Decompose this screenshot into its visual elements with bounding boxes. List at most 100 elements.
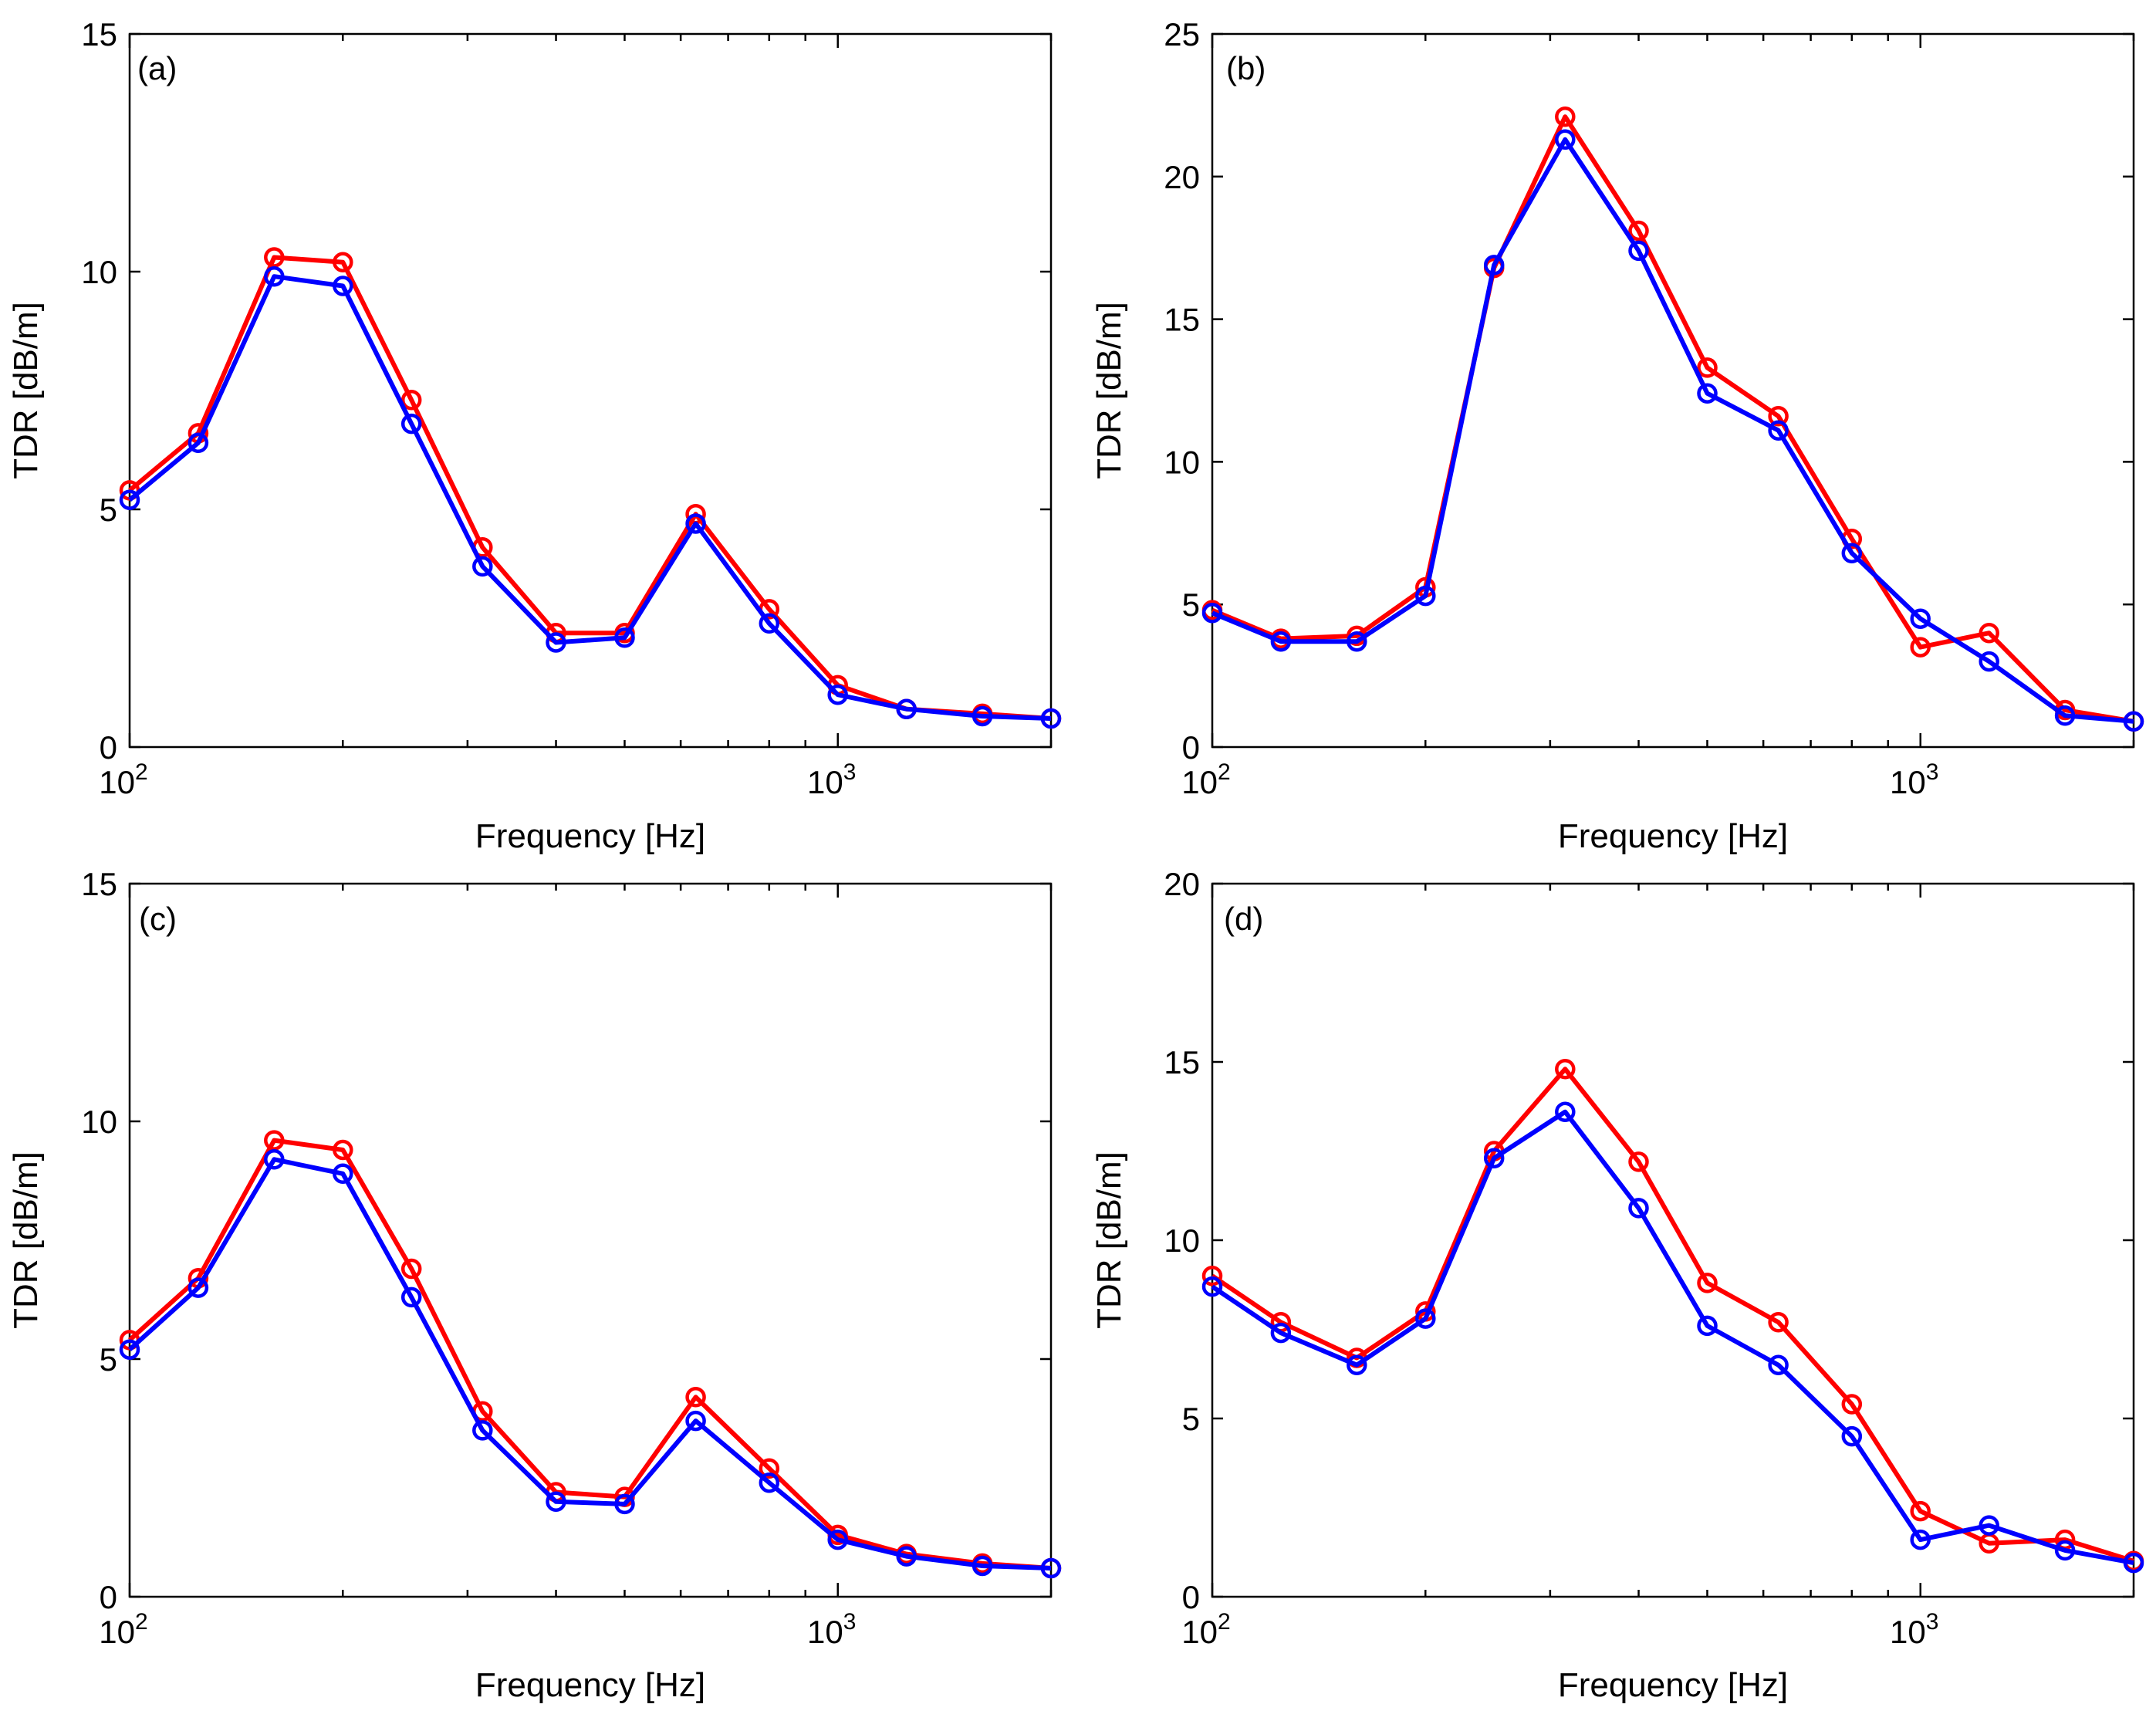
data-point-blue bbox=[1628, 240, 1649, 262]
x-tick-base: 10 bbox=[99, 1614, 135, 1650]
x-tick-label: 103 bbox=[1890, 759, 1938, 800]
series-line-blue bbox=[1211, 137, 2134, 724]
y-tick-label: 15 bbox=[1164, 302, 1200, 338]
y-tick-label: 20 bbox=[1164, 866, 1200, 902]
axes-frame bbox=[128, 32, 1053, 749]
series-line-red bbox=[1211, 1067, 2134, 1564]
x-tick-label: 103 bbox=[807, 759, 856, 800]
data-point-red bbox=[1910, 637, 1931, 658]
data-point-red bbox=[1768, 406, 1789, 427]
data-point-blue bbox=[1415, 1308, 1436, 1329]
x-tick-exponent: 3 bbox=[843, 1609, 857, 1635]
y-tick-label: 20 bbox=[1164, 159, 1200, 195]
y-tick-label: 25 bbox=[1164, 16, 1200, 52]
data-point-blue bbox=[1697, 1315, 1718, 1337]
data-point-blue bbox=[119, 489, 140, 510]
data-point-blue bbox=[472, 556, 493, 577]
series-line-blue bbox=[1211, 1109, 2134, 1566]
series-line-red bbox=[1211, 114, 2134, 724]
x-tick-exponent: 3 bbox=[1926, 1609, 1939, 1635]
y-tick-label: 15 bbox=[1164, 1044, 1200, 1080]
data-point-blue bbox=[1270, 631, 1292, 652]
data-point-blue bbox=[1768, 420, 1789, 441]
data-point-blue bbox=[2123, 711, 2144, 732]
data-point-red bbox=[1555, 106, 1576, 127]
data-point-blue bbox=[1697, 383, 1718, 404]
y-tick-label: 10 bbox=[81, 1104, 117, 1140]
y-axis-label: TDR [dB/m] bbox=[7, 1151, 45, 1329]
x-tick-exponent: 2 bbox=[135, 1609, 148, 1635]
data-point-red bbox=[1697, 357, 1718, 378]
data-point-blue bbox=[1768, 1354, 1789, 1375]
data-point-red bbox=[1841, 1394, 1863, 1415]
x-tick-label: 102 bbox=[99, 1609, 147, 1650]
y-tick-label: 0 bbox=[1182, 1579, 1200, 1615]
data-point-blue bbox=[1555, 129, 1576, 150]
y-tick-label: 0 bbox=[1182, 729, 1200, 766]
y-tick-label: 0 bbox=[100, 1579, 117, 1615]
x-tick-base: 10 bbox=[807, 764, 843, 800]
data-point-blue bbox=[546, 632, 566, 653]
x-axis-label: Frequency [Hz] bbox=[1558, 817, 1788, 855]
data-point-blue bbox=[1979, 1515, 1999, 1536]
data-point-red bbox=[1628, 1151, 1649, 1172]
data-point-blue bbox=[614, 1493, 635, 1515]
data-point-red bbox=[400, 390, 422, 411]
data-point-red bbox=[759, 1458, 780, 1479]
data-point-blue bbox=[333, 276, 353, 296]
data-point-blue bbox=[1979, 651, 1999, 672]
data-point-blue bbox=[400, 1287, 422, 1308]
data-point-blue bbox=[1347, 1354, 1367, 1375]
data-point-blue bbox=[1910, 608, 1931, 629]
data-point-blue bbox=[827, 684, 848, 705]
data-point-red bbox=[1201, 1265, 1223, 1287]
data-point-blue bbox=[188, 432, 209, 454]
axes-frame bbox=[128, 882, 1053, 1598]
panel-label: (b) bbox=[1226, 50, 1266, 86]
x-axis-label: Frequency [Hz] bbox=[1558, 1666, 1788, 1704]
data-point-blue bbox=[1201, 1276, 1223, 1297]
x-tick-exponent: 2 bbox=[135, 759, 148, 785]
y-tick-label: 5 bbox=[100, 492, 117, 528]
x-axis-label: Frequency [Hz] bbox=[475, 817, 705, 855]
data-point-blue bbox=[119, 1339, 140, 1360]
data-point-blue bbox=[333, 1163, 353, 1185]
x-tick-base: 10 bbox=[1181, 764, 1218, 800]
y-tick-label: 5 bbox=[100, 1341, 117, 1378]
x-tick-label: 102 bbox=[1181, 759, 1230, 800]
data-point-blue bbox=[827, 1529, 848, 1550]
data-point-blue bbox=[546, 1491, 566, 1513]
x-tick-base: 10 bbox=[1890, 764, 1926, 800]
data-point-blue bbox=[759, 613, 780, 634]
data-point-blue bbox=[188, 1277, 209, 1298]
x-tick-label: 102 bbox=[99, 759, 147, 800]
data-point-red bbox=[685, 1387, 706, 1408]
data-point-blue bbox=[759, 1472, 780, 1493]
y-axis-label: TDR [dB/m] bbox=[1090, 1151, 1128, 1329]
data-point-blue bbox=[264, 265, 285, 287]
data-point-blue bbox=[1270, 1322, 1292, 1344]
data-point-blue bbox=[1415, 585, 1436, 607]
data-point-blue bbox=[2123, 1552, 2144, 1574]
x-tick-exponent: 3 bbox=[1926, 759, 1939, 785]
y-tick-label: 5 bbox=[1182, 1401, 1200, 1437]
panel-label: (d) bbox=[1224, 901, 1263, 937]
data-point-blue bbox=[1201, 603, 1223, 624]
data-point-red bbox=[333, 252, 353, 272]
data-point-blue bbox=[1040, 1557, 1062, 1579]
data-point-blue bbox=[2054, 705, 2076, 726]
panel-label: (a) bbox=[137, 50, 177, 86]
data-point-blue bbox=[1841, 1425, 1863, 1447]
x-tick-exponent: 2 bbox=[1218, 1609, 1231, 1635]
x-tick-base: 10 bbox=[1181, 1614, 1218, 1650]
data-point-red bbox=[264, 247, 285, 268]
data-point-blue bbox=[1628, 1198, 1649, 1219]
data-point-blue bbox=[1483, 1148, 1505, 1168]
data-point-blue bbox=[896, 1546, 917, 1567]
series-line-red bbox=[127, 1138, 1052, 1571]
data-point-blue bbox=[614, 627, 635, 648]
x-tick-label: 103 bbox=[807, 1609, 856, 1650]
data-point-blue bbox=[1347, 631, 1367, 652]
